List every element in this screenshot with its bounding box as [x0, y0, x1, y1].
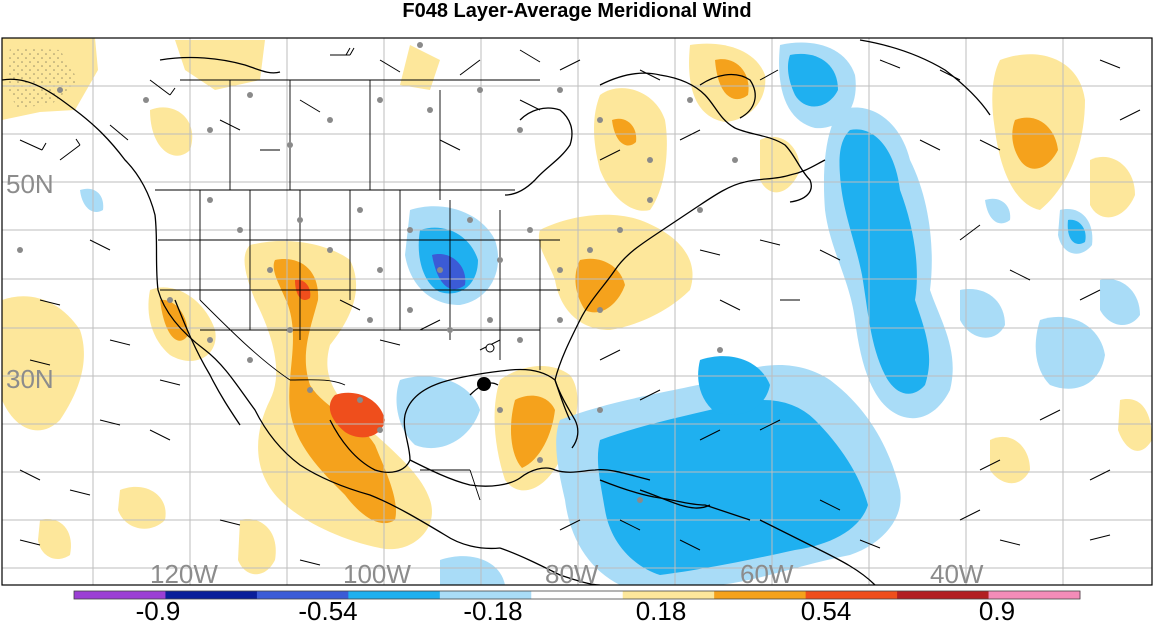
map-frame [1, 37, 1153, 586]
political-boundaries [155, 79, 560, 501]
negative-wind-shading [80, 42, 1140, 585]
colorbar-tick-label: 0.9 [979, 596, 1015, 622]
colorbar-swatch [74, 591, 166, 599]
colorbar-swatch [897, 591, 990, 599]
colorbar [73, 590, 1081, 600]
colorbar-tick-label: -0.9 [136, 596, 181, 622]
lat-label-50n: 50N [6, 169, 54, 199]
open-site-marker [485, 343, 495, 353]
colorbar-swatch [714, 591, 807, 599]
lon-label-100w: 100W [343, 559, 411, 589]
colorbar-swatch [531, 591, 624, 599]
station-markers [17, 42, 738, 503]
lon-label-40w: 40W [930, 559, 984, 589]
lon-label-60w: 60W [740, 559, 794, 589]
colorbar-tick-label: 0.54 [801, 596, 852, 622]
lon-label-120w: 120W [150, 559, 218, 589]
colorbar-swatch [622, 591, 715, 599]
wind-barbs [19, 47, 1141, 566]
colorbar-swatch [165, 591, 258, 599]
colorbar-swatch [256, 591, 349, 599]
map-title: F048 Layer-Average Meridional Wind [402, 0, 752, 22]
colorbar-swatch [348, 591, 441, 599]
colorbar-tick-label: 0.18 [636, 596, 687, 622]
colorbar-tick-label: -0.54 [298, 596, 357, 622]
lat-label-30n: 30N [6, 364, 54, 394]
colorbar-swatch [988, 591, 1081, 599]
colorbar-swatch [805, 591, 898, 599]
coastlines [2, 39, 991, 585]
highlighted-site-marker [477, 377, 491, 391]
map-field: 50N 30N 120W 100W 80W 60W 40W [2, 38, 1152, 589]
colorbar-swatch [439, 591, 532, 599]
colorbar-frame [73, 590, 1081, 600]
lon-label-80w: 80W [545, 559, 599, 589]
colorbar-tick-labels: -0.9 -0.54 -0.18 0.18 0.54 0.9 [136, 596, 1015, 622]
colorbar-tick-label: -0.18 [463, 596, 522, 622]
